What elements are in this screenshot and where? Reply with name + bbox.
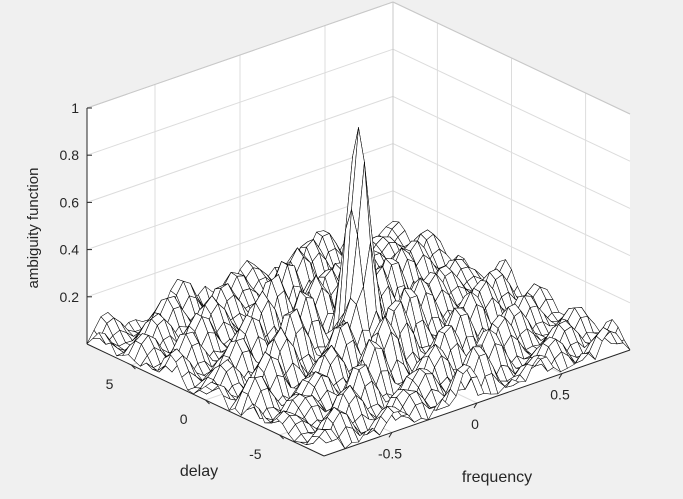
x-tick <box>388 432 393 438</box>
grid-wall-z <box>86 143 394 251</box>
tick-labels: -0.5 0 0.5 -5 0 5 0.2 0.4 0.6 0.8 1 <box>60 100 570 462</box>
surface-cell <box>317 428 332 431</box>
x-tick-label: 0 <box>471 416 479 432</box>
z-tick-label: 0.8 <box>60 147 80 163</box>
grid-wall-z <box>392 143 631 257</box>
y-axis-label: delay <box>180 463 218 480</box>
x-axis-label: frequency <box>462 469 532 486</box>
y-tick-label: 0 <box>180 411 188 427</box>
grid-wall-z <box>392 48 631 162</box>
z-tick-label: 0.4 <box>60 242 80 258</box>
z-tick-label: 1 <box>71 100 79 116</box>
x-tick-label: -0.5 <box>378 445 402 461</box>
grid-wall-z <box>86 190 394 298</box>
y-tick-label: 5 <box>106 376 114 392</box>
y-tick <box>279 434 284 440</box>
grid-wall-z <box>86 95 394 203</box>
y-tick-label: -5 <box>249 446 262 462</box>
box-edge <box>392 1 631 115</box>
y-tick <box>205 399 210 405</box>
grid-wall-z <box>86 48 394 156</box>
z-tick-label: 0.2 <box>60 289 80 305</box>
surface-mesh <box>86 127 631 449</box>
z-tick-label: 0.6 <box>60 194 80 210</box>
grid-wall-z <box>392 95 631 209</box>
x-tick <box>558 373 563 379</box>
x-tick <box>473 402 478 409</box>
x-tick-label: 0.5 <box>550 387 570 403</box>
z-axis-label: ambiguity function <box>25 168 42 289</box>
grid-wall-z <box>392 190 631 304</box>
box-edge <box>86 1 394 109</box>
axes-frame <box>86 107 631 457</box>
y-tick <box>131 364 136 370</box>
